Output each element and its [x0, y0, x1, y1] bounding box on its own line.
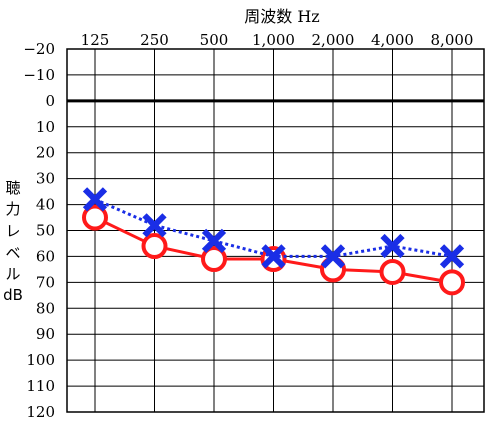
y-axis-label-part: 聴: [5, 179, 20, 197]
y-axis-label-part: dB: [3, 286, 23, 304]
data-point-cross: [261, 244, 286, 269]
y-tick-label: 70: [36, 273, 55, 291]
plot-frame: [66, 48, 485, 413]
frame-rect: [66, 48, 485, 413]
cross-stroke: [439, 244, 465, 269]
cross-stroke: [380, 233, 405, 259]
y-tick-label: 40: [36, 196, 55, 214]
data-point-circle: [141, 233, 168, 260]
x-tick-label: 500: [200, 31, 229, 49]
cross-stroke: [201, 228, 227, 253]
x-tick-label: 1,000: [252, 31, 295, 49]
series: [82, 187, 465, 296]
grid: [67, 48, 484, 413]
y-tick-label: −10: [23, 66, 55, 84]
data-point-cross: [439, 244, 465, 269]
y-tick-label: 50: [36, 222, 55, 240]
y-tick-label: 110: [26, 377, 55, 395]
data-point-circle: [82, 204, 108, 231]
data-point-cross: [201, 228, 227, 253]
y-tick-label: 100: [26, 351, 55, 369]
y-tick-label: 30: [36, 170, 55, 188]
cross-stroke: [82, 187, 108, 212]
x-tick-label: 2,000: [312, 31, 355, 49]
y-tick-label: 120: [26, 403, 55, 421]
y-axis-label-part: レ: [5, 222, 20, 240]
y-tick-label: 20: [36, 144, 55, 162]
x-tick-label: 250: [140, 31, 169, 49]
cross-stroke: [142, 213, 167, 238]
data-point-circle: [379, 258, 406, 285]
cross-stroke: [320, 244, 346, 269]
y-axis-label-part: 力: [5, 200, 20, 218]
data-point-cross: [82, 187, 108, 212]
data-point-cross: [380, 233, 405, 259]
data-point-circle: [439, 269, 465, 296]
chart-title: 周波数 Hz: [244, 7, 319, 26]
x-tick-label: 125: [81, 31, 110, 49]
y-tick-label: 80: [36, 299, 55, 317]
data-point-cross: [320, 244, 346, 269]
y-tick-label: 0: [45, 92, 55, 110]
y-axis-label-part: ベ: [5, 244, 20, 262]
x-tick-label: 8,000: [431, 31, 474, 49]
y-tick-label: −20: [23, 40, 55, 58]
cross-stroke: [261, 244, 286, 269]
y-tick-label: 60: [36, 247, 55, 265]
x-tick-labels: 125 250 500 1,000 2,000 4,000 8,000: [81, 31, 474, 49]
y-tick-labels: −20 −10 0 10 20 30 40 50 60 70 80 90 100 110 120: [23, 40, 55, 421]
series-cross: [82, 187, 465, 269]
x-tick-label: 4,000: [371, 31, 414, 49]
y-tick-label: 90: [36, 325, 55, 343]
y-axis-label-part: ル: [5, 265, 20, 283]
data-point-circle: [201, 246, 227, 273]
y-tick-label: 10: [36, 118, 55, 136]
data-point-cross: [142, 213, 167, 238]
